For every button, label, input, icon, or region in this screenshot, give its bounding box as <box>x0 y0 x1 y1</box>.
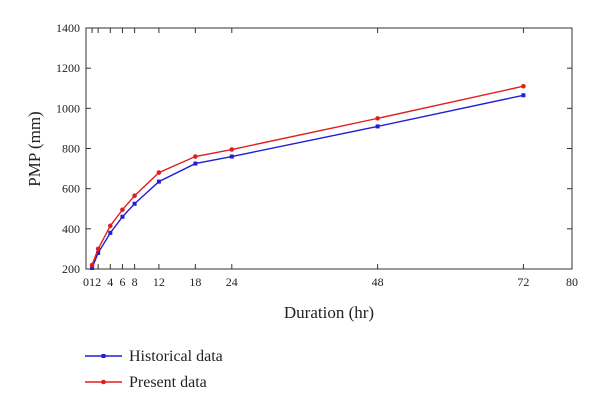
series-line-present <box>91 85 524 266</box>
data-point-historical <box>132 201 137 206</box>
plot-frame <box>85 27 573 270</box>
x-tick-label: 24 <box>226 275 238 289</box>
y-tick-label: 1400 <box>56 21 80 35</box>
x-tick-label: 80 <box>566 275 578 289</box>
data-point-present <box>375 116 380 121</box>
data-point-present <box>229 147 235 152</box>
legend-label: Present data <box>129 374 207 391</box>
x-tick-label: 48 <box>372 275 384 289</box>
data-point-historical <box>521 93 526 98</box>
data-point-historical <box>156 179 161 184</box>
data-point-present <box>108 223 113 229</box>
x-axis-ticks: 0 1 2 4 6 8 12 18 24 48 72 80 <box>83 28 578 289</box>
x-tick-label: 2 <box>95 275 101 289</box>
data-point-present <box>521 83 526 89</box>
x-axis-title: Duration (hr) <box>284 303 374 322</box>
y-axis-title: PMP (mm) <box>25 111 44 186</box>
data-point-historical <box>193 161 198 166</box>
data-point-present <box>89 262 95 268</box>
legend: Historical data Present data <box>85 348 223 391</box>
x-tick-label: 1 <box>89 275 95 289</box>
data-point-present <box>156 170 162 175</box>
y-tick-label: 600 <box>62 182 80 196</box>
data-point-historical <box>229 154 234 159</box>
legend-marker-square <box>101 354 106 358</box>
series-layer <box>89 83 526 270</box>
x-tick-label: 8 <box>132 275 138 289</box>
data-point-present <box>120 207 125 213</box>
data-point-historical <box>90 265 95 270</box>
data-point-present <box>95 246 101 252</box>
y-tick-label: 200 <box>62 262 80 276</box>
y-tick-label: 1200 <box>56 61 80 75</box>
x-tick-label: 0 <box>83 275 89 289</box>
data-point-present <box>193 154 198 159</box>
data-point-present <box>132 193 137 198</box>
x-tick-label: 6 <box>119 275 125 289</box>
x-tick-label: 12 <box>153 275 165 289</box>
y-tick-label: 400 <box>62 222 80 236</box>
x-tick-label: 72 <box>517 275 529 289</box>
y-axis-ticks: 200 400 600 800 1000 1200 1400 <box>56 21 572 276</box>
data-point-historical <box>96 250 101 255</box>
data-point-historical <box>120 214 125 219</box>
data-point-historical <box>108 230 113 235</box>
legend-marker-circle <box>101 379 106 385</box>
y-tick-label: 1000 <box>56 101 80 115</box>
legend-label: Historical data <box>129 348 223 365</box>
x-tick-label: 18 <box>189 275 201 289</box>
series-line-historical <box>91 94 524 269</box>
y-tick-label: 800 <box>62 142 80 156</box>
data-point-historical <box>375 124 380 129</box>
x-tick-label: 4 <box>107 275 113 289</box>
